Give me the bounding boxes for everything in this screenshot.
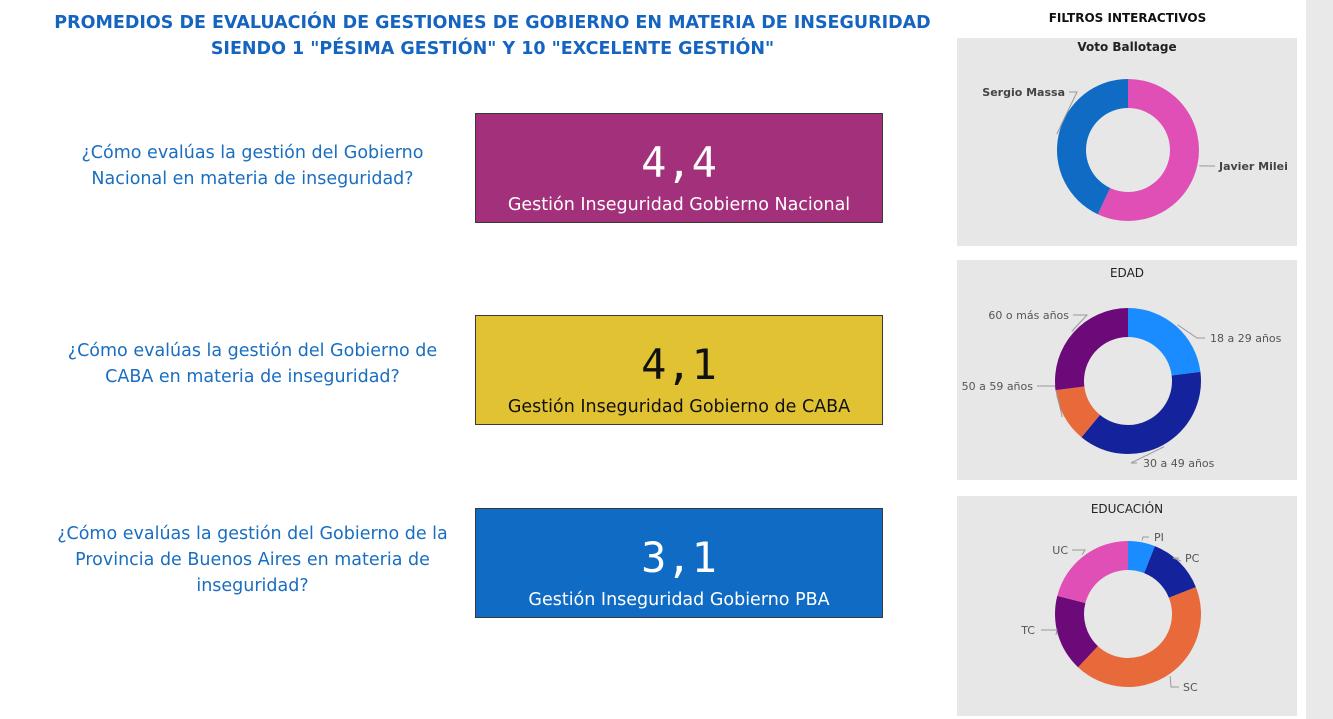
donut-chart-ballotage[interactable]: Javier Milei Sergio Massa [957, 38, 1297, 246]
donut-label-pi: PI [1154, 531, 1164, 544]
kpi-value-pba: 3,1 [641, 533, 717, 582]
kpi-value-caba: 4,1 [641, 340, 717, 389]
filter-panel-edad[interactable]: EDAD 18 a 29 años 30 a 49 años 50 a 59 año… [957, 260, 1297, 480]
kpi-card-caba[interactable]: 4,1 Gestión Inseguridad Gobierno de CABA [475, 315, 883, 425]
filter-title-edad: EDAD [1109, 266, 1145, 280]
donut-chart-educacion[interactable]: PI PC SC TC UC [957, 496, 1297, 716]
kpi-card-nacional[interactable]: 4,4 Gestión Inseguridad Gobierno Naciona… [475, 113, 883, 223]
scrollbar[interactable] [1306, 0, 1333, 719]
kpi-card-pba[interactable]: 3,1 Gestión Inseguridad Gobierno PBA [475, 508, 883, 618]
question-pba: ¿Cómo evalúas la gestión del Gobierno de… [57, 524, 448, 596]
filter-panel-ballotage[interactable]: Voto Ballotage Javier Milei Sergio Massa [957, 38, 1297, 246]
leader-line-30-a-49-anos [1130, 446, 1165, 464]
donut-label-18-a-29-anos: 18 a 29 años [1210, 332, 1282, 345]
leader-line-uc [1072, 549, 1086, 556]
leader-line-pi [1141, 536, 1149, 541]
donut-slice-sc[interactable] [1078, 587, 1201, 687]
kpi-label-pba: Gestión Inseguridad Gobierno PBA [528, 590, 830, 610]
leader-line-50-a-59-anos [1037, 385, 1063, 418]
leader-line-pc [1172, 557, 1182, 562]
donut-label-30-a-49-anos: 30 a 49 años [1143, 457, 1215, 470]
question-caba: ¿Cómo evalúas la gestión del Gobierno de… [67, 341, 438, 387]
donut-label-50-a-59-anos: 50 a 59 años [962, 380, 1034, 393]
donut-chart-edad[interactable]: 18 a 29 años 30 a 49 años 50 a 59 años 60 o… [957, 260, 1297, 480]
page-title-line2: SIENDO 1 "PÉSIMA GESTIÓN" Y 10 "EXCELENT… [210, 39, 775, 59]
leader-line-tc [1041, 629, 1058, 636]
donut-label-javier-milei: Javier Milei [1218, 160, 1288, 173]
filters-title: FILTROS INTERACTIVOS [1048, 11, 1207, 25]
kpi-label-caba: Gestión Inseguridad Gobierno de CABA [507, 397, 851, 417]
donut-slice-sergio-massa[interactable] [1057, 79, 1128, 215]
donut-slice-javier-milei[interactable] [1097, 79, 1199, 221]
donut-label-uc: UC [1052, 544, 1068, 557]
donut-label-60-o-mas-anos: 60 o más años [988, 309, 1069, 322]
page-title-line1: PROMEDIOS DE EVALUACIÓN DE GESTIONES DE … [54, 13, 931, 33]
donut-slice-pc[interactable] [1144, 546, 1196, 598]
donut-slice-pi[interactable] [1128, 541, 1155, 574]
leader-line-60-o-mas-anos [1071, 314, 1089, 332]
donut-label-tc: TC [1020, 624, 1035, 637]
kpi-label-nacional: Gestión Inseguridad Gobierno Nacional [507, 195, 851, 215]
donut-label-pc: PC [1185, 552, 1200, 565]
filter-panel-educacion[interactable]: EDUCACIÓN PI PC SC TC UC [957, 496, 1297, 716]
filter-title-ballotage: Voto Ballotage [1077, 40, 1177, 54]
donut-slice-50-a-59-anos[interactable] [1055, 386, 1100, 438]
donut-label-sc: SC [1183, 681, 1198, 694]
donut-slice-uc[interactable] [1057, 541, 1128, 604]
leader-line-sergio-massa [1056, 91, 1078, 135]
question-nacional: ¿Cómo evalúas la gestión del Gobierno Na… [81, 143, 424, 189]
donut-slice-30-a-49-anos[interactable] [1081, 371, 1201, 454]
kpi-value-nacional: 4,4 [641, 138, 717, 187]
donut-slice-18-a-29-anos[interactable] [1128, 308, 1201, 376]
donut-label-sergio-massa: Sergio Massa [982, 86, 1065, 99]
leader-line-18-a-29-anos [1177, 324, 1205, 339]
filter-title-educacion: EDUCACIÓN [1090, 502, 1164, 516]
leader-line-sc [1169, 675, 1179, 688]
page-title: PROMEDIOS DE EVALUACIÓN DE GESTIONES DE … [40, 10, 945, 62]
donut-slice-tc[interactable] [1055, 595, 1098, 668]
donut-slice-60-o-mas-anos[interactable] [1055, 308, 1128, 391]
